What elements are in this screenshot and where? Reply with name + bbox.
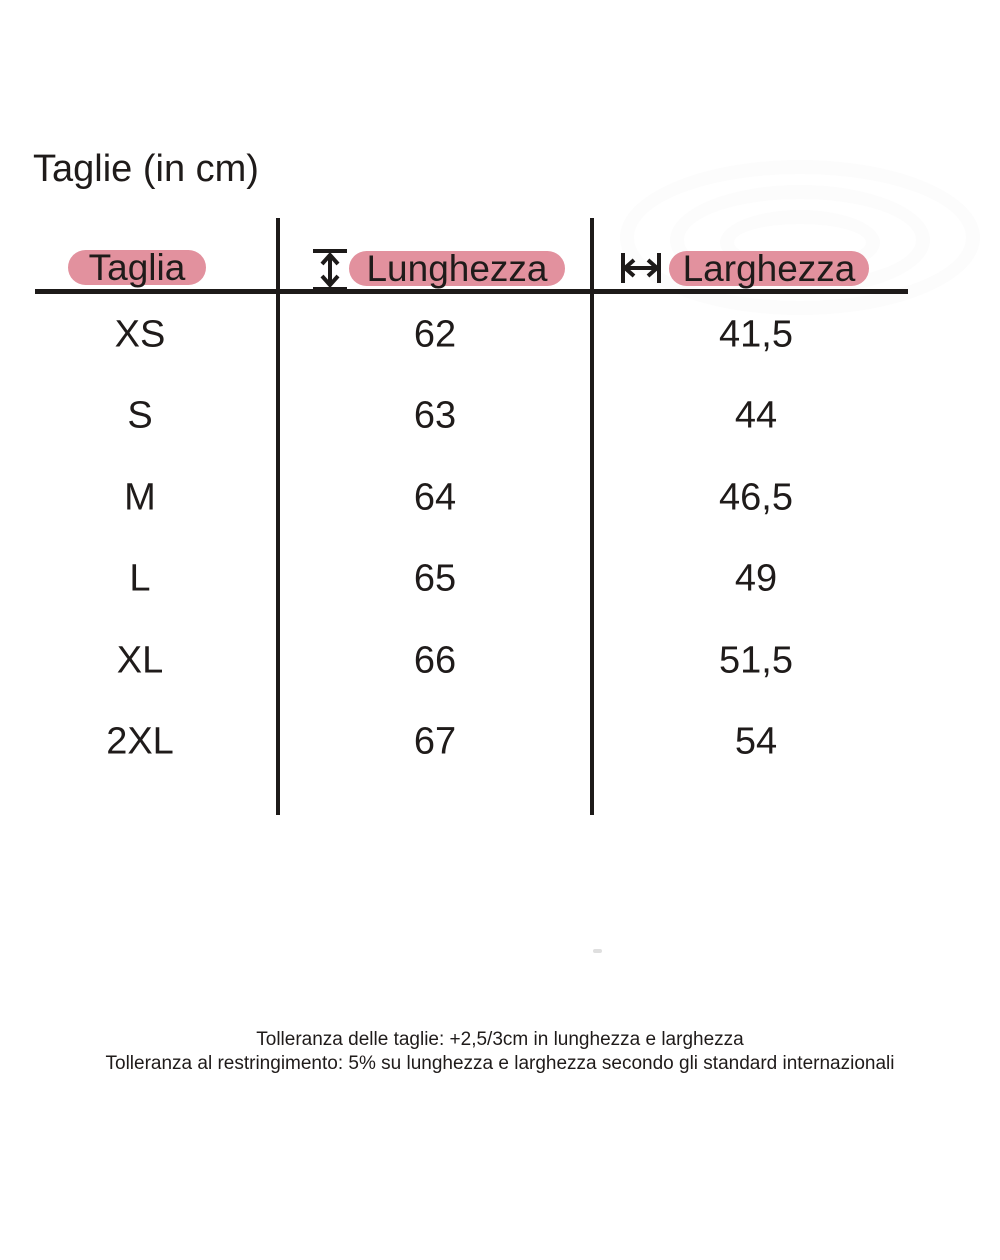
column-header-lunghezza: Lunghezza	[349, 248, 565, 289]
vertical-double-arrow-icon	[313, 249, 347, 291]
lunghezza-cell: 67	[413, 720, 457, 763]
larghezza-header-label: Larghezza	[682, 247, 856, 289]
column-header-larghezza: Larghezza	[669, 248, 869, 289]
larghezza-cell: 41,5	[719, 313, 793, 356]
size-cell: XS	[114, 313, 166, 356]
larghezza-cell: 49	[734, 557, 778, 600]
table-row: XS 62 41,5	[0, 294, 1000, 376]
smudge-artifact	[593, 949, 602, 953]
tolerance-notes: Tolleranza delle taglie: +2,5/3cm in lun…	[0, 1028, 1000, 1076]
table-row: M 64 46,5	[0, 457, 1000, 539]
larghezza-cell: 54	[734, 720, 778, 763]
lunghezza-cell: 63	[413, 394, 457, 437]
size-cell: XL	[116, 639, 164, 682]
table-body: XS 62 41,5 S 63 44 M 64 46,5 L 65 49 XL	[0, 294, 1000, 783]
lunghezza-header-label: Lunghezza	[366, 247, 548, 289]
table-row: L 65 49	[0, 539, 1000, 621]
size-cell: L	[129, 557, 151, 600]
horizontal-double-arrow-icon	[621, 253, 661, 283]
table-row: S 63 44	[0, 376, 1000, 458]
lunghezza-cell: 65	[413, 557, 457, 600]
table-row: 2XL 67 54	[0, 702, 1000, 784]
lunghezza-cell: 62	[413, 313, 457, 356]
size-cell: M	[124, 476, 156, 519]
larghezza-cell: 44	[734, 394, 778, 437]
tolerance-line-2: Tolleranza al restringimento: 5% su lung…	[105, 1053, 895, 1074]
column-header-taglia: Taglia	[68, 247, 206, 288]
table-row: XL 66 51,5	[0, 620, 1000, 702]
larghezza-cell: 51,5	[719, 639, 793, 682]
column-divider-1	[276, 218, 280, 815]
size-cell: S	[127, 394, 153, 437]
size-cell: 2XL	[106, 720, 174, 763]
lunghezza-cell: 64	[413, 476, 457, 519]
header-rule	[35, 289, 908, 294]
page-title: Taglie (in cm)	[33, 148, 259, 190]
tolerance-line-1: Tolleranza delle taglie: +2,5/3cm in lun…	[256, 1029, 744, 1050]
taglia-header-label: Taglia	[88, 246, 186, 288]
lunghezza-cell: 66	[413, 639, 457, 682]
larghezza-cell: 46,5	[719, 476, 793, 519]
column-divider-2	[590, 218, 594, 815]
